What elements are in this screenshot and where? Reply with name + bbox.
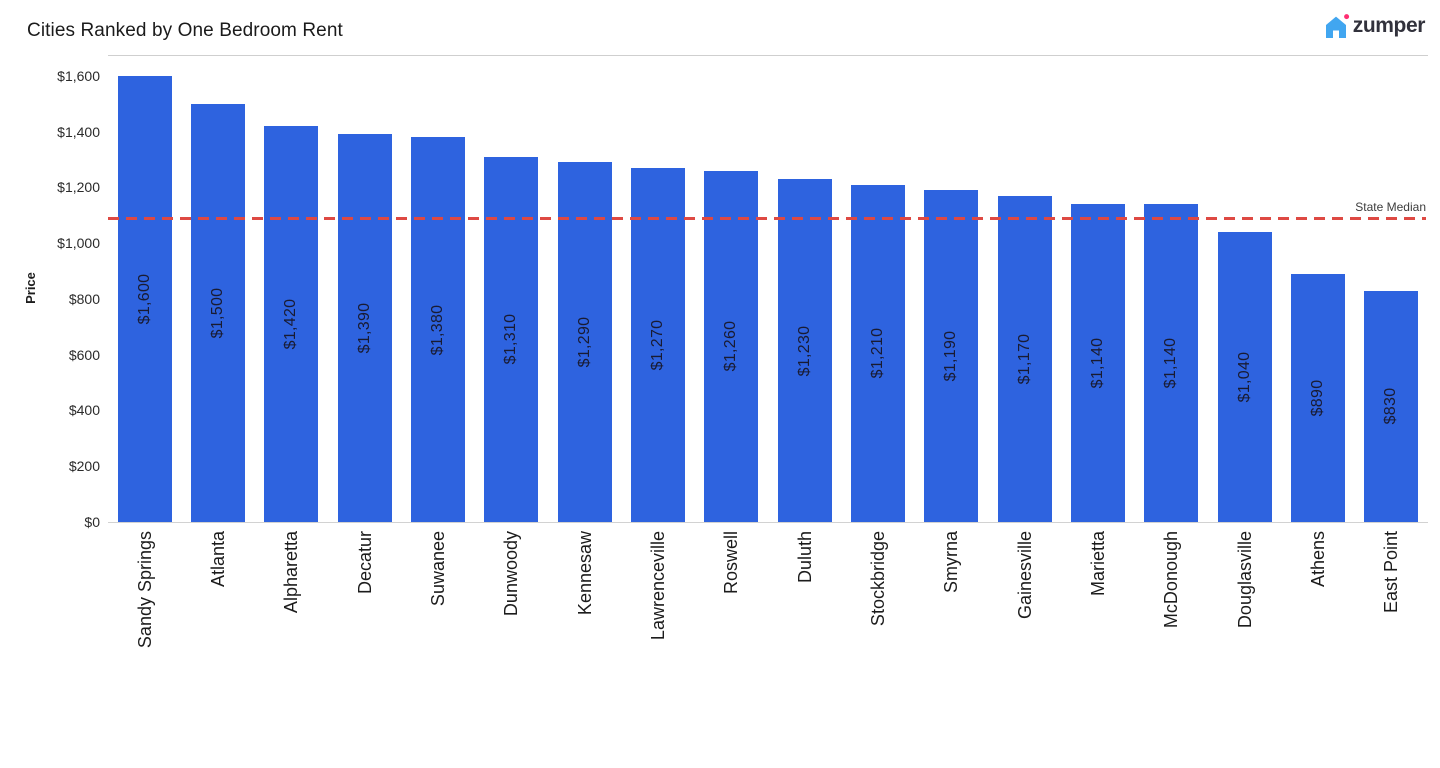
x-axis-label: Stockbridge [868,531,888,627]
x-axis-label: Smyrna [941,531,962,594]
bar-value-label: $1,600 [135,273,153,325]
x-axis-label: Douglasville [1234,531,1255,629]
bar-value-label: $1,140 [1162,337,1180,389]
bar-east-point[interactable] [1364,290,1419,522]
bar-value-label: $1,040 [1235,351,1253,403]
x-axis-label: Lawrenceville [648,531,668,641]
x-axis-label: Decatur [354,531,375,595]
bar-value-label: $1,290 [575,316,593,368]
x-axis-label: McDonough [1161,531,1182,629]
bar-stockbridge[interactable] [851,184,905,522]
bar-gainesville[interactable] [997,195,1052,522]
bar-mcdonough[interactable] [1144,204,1199,522]
bar-value-label: $830 [1382,387,1400,425]
bar-value-label: $1,390 [355,302,373,354]
bar-value-label: $1,230 [795,325,813,376]
bar-suwanee[interactable] [411,137,465,522]
bar-sandy-springs[interactable] [117,75,172,522]
page-title: Cities Ranked by One Bedroom Rent [27,20,343,41]
bar-smyrna[interactable] [924,190,979,522]
y-tick-label: $1,000 [57,235,100,252]
bar-value-label: $1,270 [649,319,666,371]
zumper-wordmark: zumper [1352,14,1426,37]
y-tick-label: $1,600 [57,67,100,84]
bar-decatur[interactable] [337,134,392,522]
bar-athens[interactable] [1291,273,1345,522]
bar-roswell[interactable] [704,170,759,522]
y-tick-label: $0 [84,514,100,530]
x-axis-label: Dunwoody [501,531,522,617]
bar-lawrenceville[interactable] [631,167,685,522]
plot-top-border [108,55,1428,56]
bar-value-label: $1,420 [282,298,300,350]
x-axis-label: Kennesaw [574,531,595,616]
bar-douglasville[interactable] [1217,232,1272,522]
bar-value-label: $1,310 [502,314,520,365]
x-axis-label: Sandy Springs [134,531,155,649]
bar-kennesaw[interactable] [557,162,612,522]
bar-value-label: $1,260 [722,320,740,372]
bar-value-label: $1,170 [1015,333,1033,385]
x-axis-label: East Point [1381,531,1402,614]
y-tick-label: $600 [68,346,100,363]
x-axis-label: Suwanee [428,531,448,607]
bar-value-label: $1,190 [942,330,960,382]
y-tick-label: $200 [68,458,100,475]
bar-alpharetta[interactable] [264,126,319,522]
zumper-house-icon [1322,12,1350,40]
bar-atlanta[interactable] [191,103,245,522]
bar-value-label: $1,210 [869,327,886,379]
zumper-logo: zumper [1322,12,1425,40]
state-median-label: State Median [1355,200,1426,215]
bar-value-label: $1,380 [429,304,446,355]
x-axis-label: Roswell [721,531,742,595]
y-tick-label: $1,400 [57,123,100,140]
y-tick-label: $1,200 [57,179,100,196]
x-axis-label: Gainesville [1014,531,1035,620]
bar-value-label: $890 [1309,379,1326,417]
x-axis-label: Alpharetta [281,531,302,614]
x-axis-label: Athens [1308,531,1328,588]
x-axis-line [108,522,1428,523]
bar-value-label: $1,500 [209,287,226,339]
bar-marietta[interactable] [1071,204,1125,522]
bar-duluth[interactable] [777,179,832,522]
bar-value-label: $1,140 [1089,337,1106,389]
x-axis-label: Duluth [794,531,815,584]
x-axis-label: Marietta [1088,531,1108,597]
state-median-line [108,216,1426,220]
y-tick-label: $800 [68,290,100,307]
y-tick-label: $400 [68,402,100,419]
x-axis-label: Atlanta [208,531,228,588]
